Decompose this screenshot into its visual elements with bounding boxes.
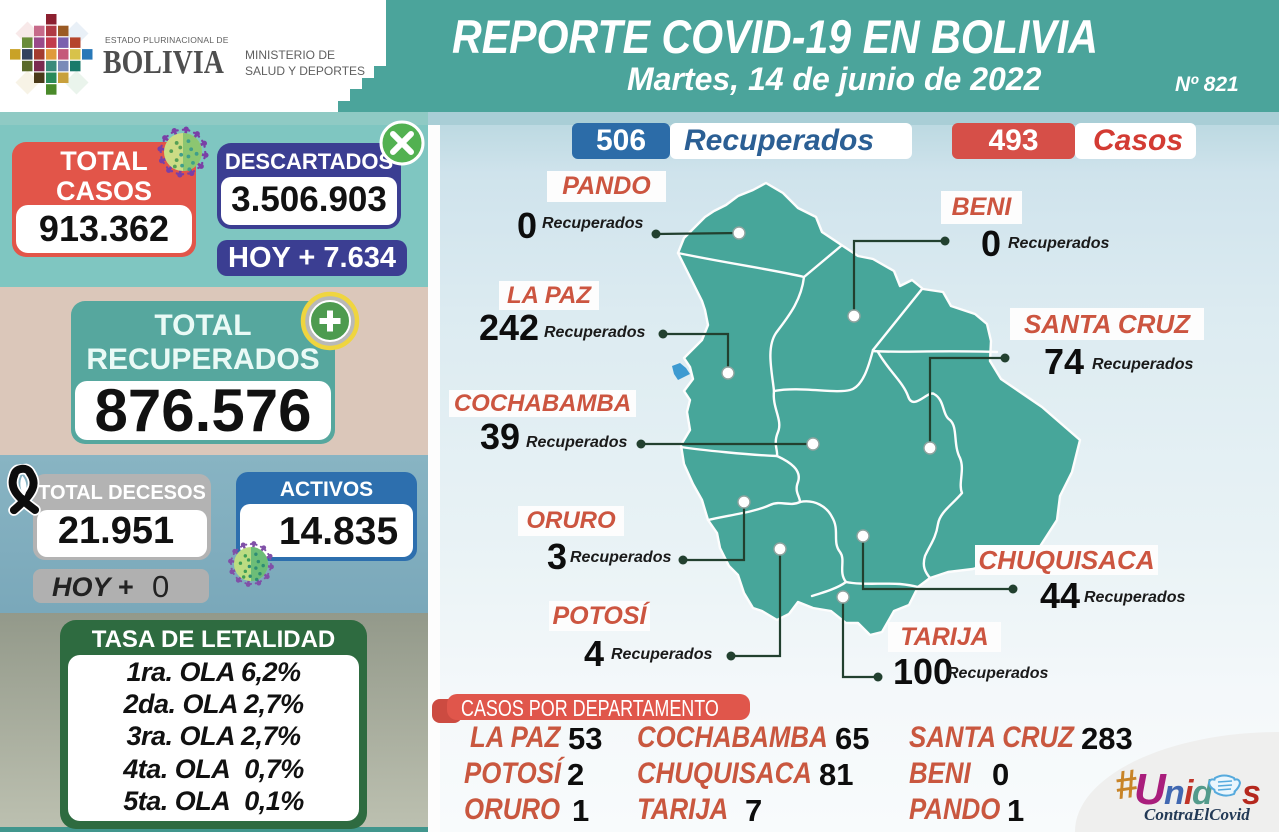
svg-text:ContraElCovid: ContraElCovid xyxy=(1144,805,1250,824)
svg-text:n: n xyxy=(1164,774,1185,812)
svg-text:U: U xyxy=(1134,765,1167,814)
svg-text:s: s xyxy=(1242,774,1261,812)
svg-text:i: i xyxy=(1184,774,1195,812)
